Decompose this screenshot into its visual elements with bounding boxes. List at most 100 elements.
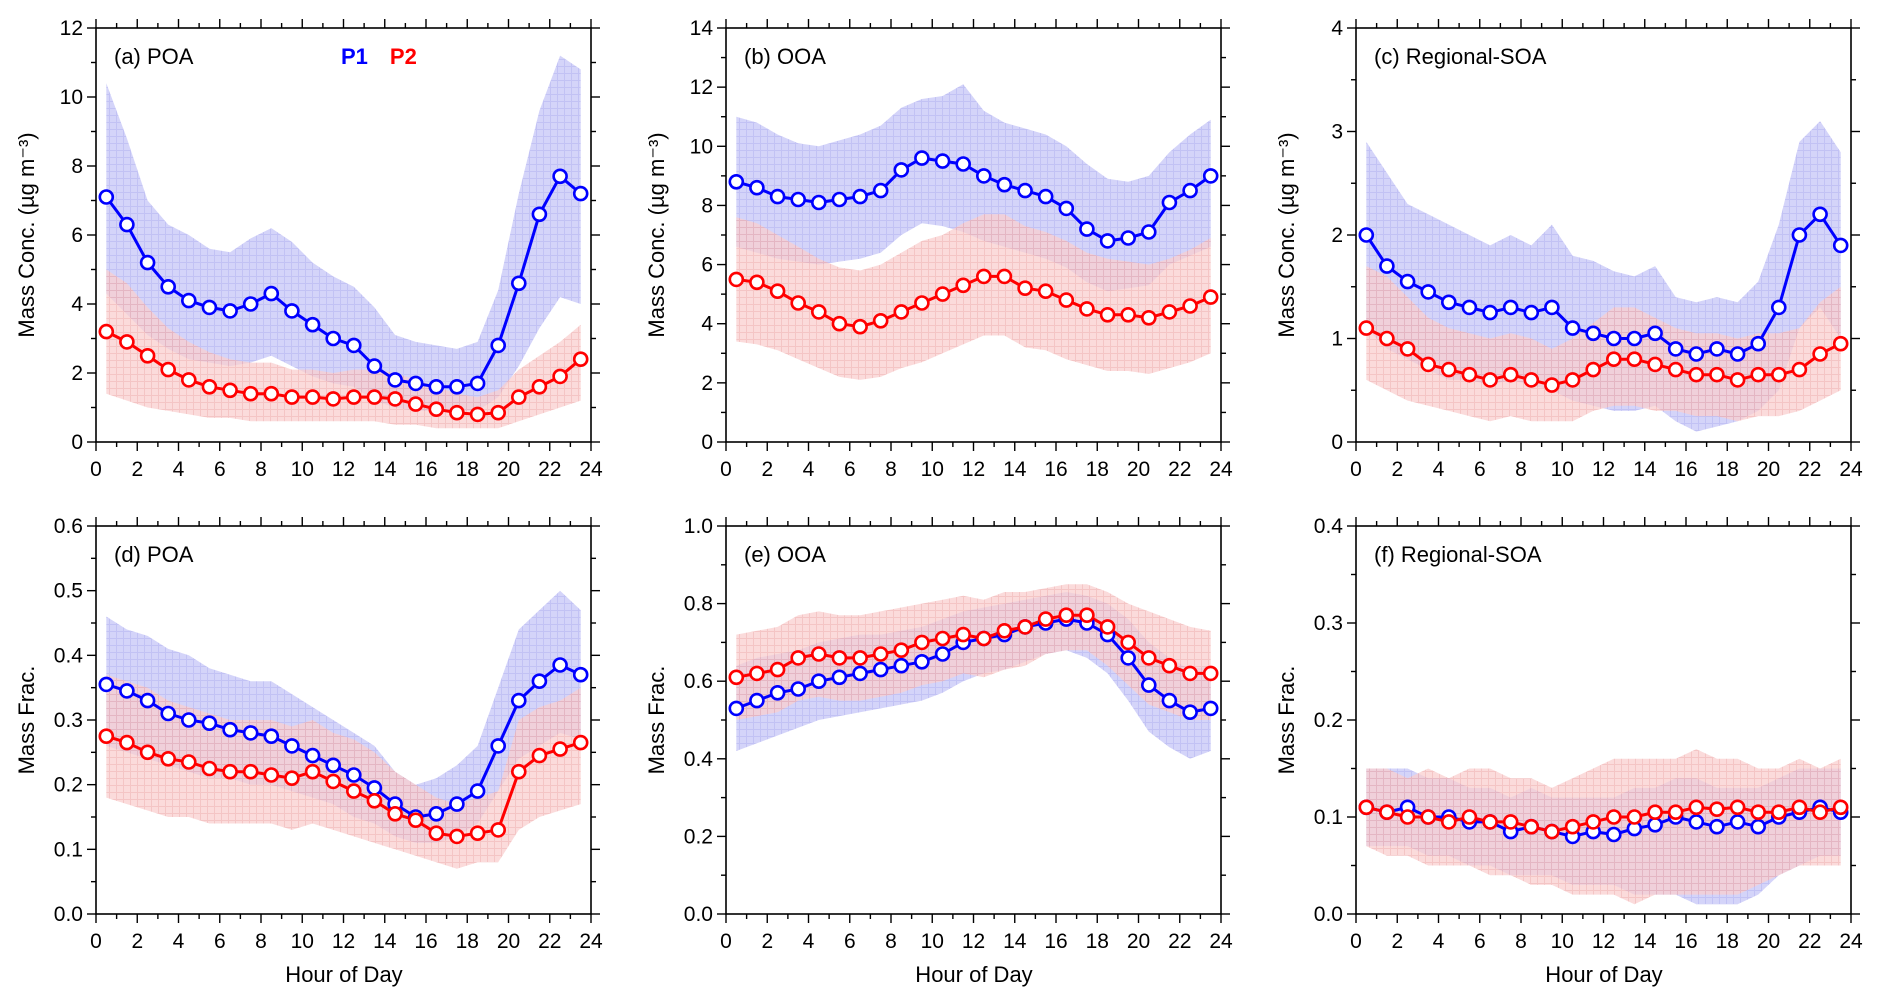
svg-text:10: 10 [291,458,314,481]
tick-marks [1347,517,1860,923]
svg-text:0.0: 0.0 [54,903,83,926]
svg-text:0.4: 0.4 [54,644,84,667]
svg-text:12: 12 [332,930,355,953]
svg-text:22: 22 [1798,930,1821,953]
svg-text:0: 0 [720,930,732,953]
tick-marks [1347,19,1860,451]
svg-text:3: 3 [1331,121,1343,144]
svg-text:22: 22 [1798,458,1821,481]
svg-text:6: 6 [844,458,856,481]
panel-f-regional-soa-fraction: 0 2 4 6 8 10 12 14 16 18 20 22 24 0.0 0.1 0.2 0.3 0.4 Mas… [1261,502,1891,1004]
svg-text:8: 8 [71,155,83,178]
svg-text:18: 18 [456,930,479,953]
svg-text:6: 6 [214,458,226,481]
svg-text:0: 0 [701,431,713,454]
y-axis-label: Mass Frac. [1274,665,1299,775]
svg-text:2: 2 [131,458,143,481]
svg-text:24: 24 [1839,930,1863,953]
plot-area [728,84,1219,380]
svg-text:2: 2 [1391,458,1403,481]
svg-text:6: 6 [214,930,226,953]
svg-text:20: 20 [1127,458,1150,481]
svg-text:2: 2 [701,372,713,395]
panel-title: (d) POA [114,542,194,567]
tick-labels: 0 2 4 6 8 10 12 14 16 18 20 22 240.00.10.20.30.40.50… [54,515,603,953]
svg-text:20: 20 [1757,930,1780,953]
svg-text:2: 2 [1331,224,1343,247]
svg-text:8: 8 [701,194,713,217]
svg-text:24: 24 [1209,458,1233,481]
uncertainty-band-p1 [106,590,581,843]
svg-text:0.2: 0.2 [54,774,83,797]
svg-text:10: 10 [291,930,314,953]
svg-text:6: 6 [844,930,856,953]
plot-area [1358,121,1849,432]
tick-labels: 0 2 4 6 8 10 12 14 16 18 20 22 240.00.20.40.60.81.0 [684,515,1233,953]
svg-text:14: 14 [373,930,397,953]
plot-area [98,55,589,429]
svg-text:20: 20 [1757,458,1780,481]
chart-d-svg: 0 2 4 6 8 10 12 14 16 18 20 22 240.00.10.20.30.40.50… [54,515,603,953]
svg-text:16: 16 [414,458,437,481]
svg-text:12: 12 [962,458,985,481]
svg-text:4: 4 [803,930,815,953]
legend-entry-p2: P2 [389,44,417,69]
svg-text:8: 8 [255,930,267,953]
plot-area [728,584,1219,759]
svg-text:0: 0 [1350,930,1362,953]
series-markers-p2 [728,607,1219,686]
svg-text:0: 0 [71,431,83,454]
x-axis-label: Hour of Day [1545,962,1663,987]
svg-text:18: 18 [1716,458,1739,481]
svg-text:4: 4 [1433,930,1445,953]
svg-text:0.1: 0.1 [54,838,83,861]
plot-area [1358,749,1849,905]
legend: P1 P2 [341,44,417,70]
svg-text:6: 6 [1474,458,1486,481]
svg-text:4: 4 [173,930,185,953]
panel-b-ooa-concentration: 0 2 4 6 8 10 12 14 16 18 20 22 24 0 2 4 6 8 10 12 14 Mass Co… [631,0,1261,502]
series-markers-p1 [1358,206,1849,362]
svg-text:14: 14 [1003,930,1027,953]
svg-text:0.1: 0.1 [1314,806,1343,829]
uncertainty-band-p2 [1366,749,1841,905]
svg-text:16: 16 [1044,930,1067,953]
svg-text:0.0: 0.0 [684,903,713,926]
chart-e-svg: 0 2 4 6 8 10 12 14 16 18 20 22 240.00.20.40.60.81.0 [684,515,1233,953]
svg-text:12: 12 [60,17,83,40]
panel-a-poa-concentration: 0 2 4 6 8 10 12 14 16 18 20 22 24 0 2 4 6 8 10 12 Mass Conc… [1,0,631,502]
svg-text:4: 4 [1331,17,1343,40]
series-markers-p2 [1358,320,1849,393]
svg-text:12: 12 [332,458,355,481]
svg-text:10: 10 [1551,458,1574,481]
svg-text:0.8: 0.8 [684,593,713,616]
tick-marks [717,19,1230,451]
svg-text:0.4: 0.4 [1314,515,1344,538]
panel-title: (a) POA [114,44,194,69]
svg-text:2: 2 [761,930,773,953]
svg-text:0.3: 0.3 [1314,612,1343,635]
y-axis-label: Mass Conc. (µg m⁻³) [1274,132,1299,338]
svg-text:18: 18 [1086,458,1109,481]
uncertainty-band-p2 [736,214,1211,380]
y-axis-label: Mass Conc. (µg m⁻³) [14,132,39,338]
svg-text:12: 12 [962,930,985,953]
svg-text:20: 20 [497,930,520,953]
svg-text:4: 4 [803,458,815,481]
series-markers-p2 [1358,799,1849,840]
svg-text:8: 8 [1515,458,1527,481]
plot-area [98,590,589,869]
panel-title: (c) Regional-SOA [1374,44,1547,69]
svg-text:0: 0 [720,458,732,481]
svg-text:1: 1 [1331,328,1343,351]
panel-c-regional-soa-concentration: 0 2 4 6 8 10 12 14 16 18 20 22 24 0 1 2 3 4 Mass Conc. (µ… [1261,0,1891,502]
series-markers-p1 [728,150,1219,249]
chart-f-svg: 0 2 4 6 8 10 12 14 16 18 20 22 240.00.10.20.30.4 [1314,515,1863,953]
svg-text:10: 10 [60,86,83,109]
series-markers-p2 [98,323,589,423]
svg-text:20: 20 [1127,930,1150,953]
svg-text:14: 14 [1003,458,1027,481]
